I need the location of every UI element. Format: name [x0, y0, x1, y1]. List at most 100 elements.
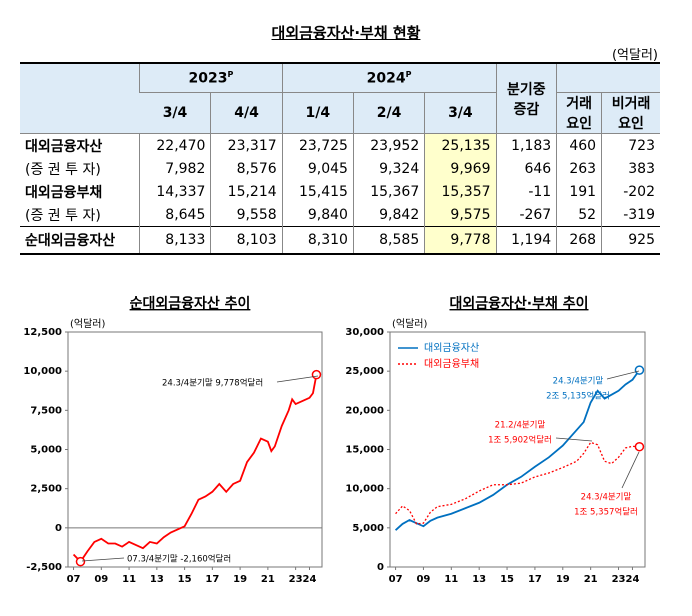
table-cell: 25,135 [424, 133, 497, 157]
annotation-arrow [555, 437, 593, 442]
cell-text: 9,324 [379, 160, 420, 177]
end-marker [634, 441, 645, 452]
table-row: 대외금융부채 14,337 15,214 15,415 15,367 15,357 -11 1… [20, 180, 660, 203]
end-marker [634, 365, 645, 375]
table-row: (증 권 투 자) 8,645 9,558 9,840 9,842 9,575 -267 52… [20, 203, 660, 227]
table-cell: 191 [556, 180, 602, 203]
cell-text: 23,952 [370, 137, 420, 154]
table-cell: -202 [601, 180, 660, 203]
annotation: 24.3/4분기말 9,778억달러 [162, 378, 263, 389]
table-cell [556, 62, 660, 93]
annotation: 24.3/4분기말 [581, 492, 632, 503]
table-cell: 723 [601, 133, 660, 157]
annotation: 21.2/4분기말 [495, 420, 546, 431]
cell-text: 1,194 [511, 232, 552, 248]
table-cell: 8,576 [210, 157, 283, 180]
table-cell: 15,415 [281, 180, 354, 203]
cell-text: 8,103 [236, 232, 277, 248]
table-cell: 2024P [281, 62, 497, 93]
table-cell: 3/4 [424, 92, 497, 134]
legend-label: 대외금융자산 [424, 342, 479, 354]
cell-text: 비거래 [611, 96, 651, 112]
table-cell: 23,952 [352, 133, 425, 157]
table-cell: 383 [601, 157, 660, 180]
table-title: 대외금융자산·부채 현황 [271, 24, 421, 42]
chart-title: 대외금융자산·부채 추이 [450, 295, 589, 312]
x-tick-label: 15 [500, 574, 514, 585]
x-tick-label: 11 [122, 574, 136, 585]
table-cell: 14,337 [139, 180, 211, 203]
cell-text: 1/4 [305, 105, 331, 121]
cell-text: 925 [628, 232, 655, 248]
annotation: 24.3/4분기말 [553, 376, 604, 387]
x-tick-label: 09 [94, 574, 108, 585]
table-cell: 925 [601, 226, 660, 255]
x-tick-label: 24 [303, 574, 317, 585]
table-cell: 대외금융부채 [20, 180, 140, 203]
y-tick-label: 30,000 [345, 327, 384, 338]
x-tick-label: 19 [556, 574, 570, 585]
cell-text: 9,969 [450, 160, 491, 177]
cell-text: -319 [623, 206, 655, 223]
x-tick-label: 11 [444, 574, 458, 585]
table-cell: 8,645 [139, 203, 211, 227]
table-cell: 460 [556, 133, 602, 157]
table-cell: 646 [495, 157, 557, 180]
cell-text: 9,575 [450, 206, 491, 223]
y-tick-label: 5,000 [30, 445, 62, 456]
chart-title: 순대외금융자산 추이 [130, 295, 251, 312]
cell-text: P [227, 69, 234, 79]
cell-text: -202 [623, 183, 655, 200]
table-cell: 8,585 [352, 226, 425, 255]
annotation-arrow [276, 375, 319, 383]
end-marker [311, 369, 322, 380]
cell-text: 8,576 [236, 160, 277, 177]
cell-text: 8,133 [165, 232, 206, 248]
x-tick-label: 07 [389, 574, 403, 585]
cell-text: 8,310 [307, 232, 348, 248]
cell-text: 요인 [618, 116, 644, 132]
x-tick-label: 24 [625, 574, 639, 585]
cell-text: 3/4 [162, 105, 188, 121]
cell-text: 383 [628, 160, 655, 177]
x-tick-label: 21 [261, 574, 275, 585]
data-line [394, 369, 641, 531]
annotation-arrow [621, 451, 640, 489]
cell-text: 268 [569, 232, 597, 248]
cell-text: 7,982 [165, 160, 206, 177]
cell-text: 263 [569, 160, 597, 177]
table-row: 순대외금융자산 8,133 8,103 8,310 8,585 9,778 1,194 268… [20, 226, 660, 255]
y-tick-label: 12,500 [23, 327, 62, 338]
table-cell: -11 [495, 180, 557, 203]
table-cell: -267 [495, 203, 557, 227]
y-tick-label: 7,500 [30, 405, 62, 416]
table-cell: 268 [556, 226, 602, 255]
annotation-arrow [606, 370, 640, 380]
cell-text: 증감 [513, 101, 540, 118]
y-tick-label: 2,500 [30, 484, 62, 495]
y-tick-label: 0 [55, 523, 62, 534]
table-cell: 9,842 [352, 203, 425, 227]
table-cell: 순대외금융자산 [20, 226, 140, 255]
y-tick-label: 10,000 [345, 484, 384, 495]
table-cell: 7,982 [139, 157, 211, 180]
x-tick-label: 17 [205, 574, 219, 585]
cell-text: 15,214 [227, 183, 277, 200]
cell-text: 대외금융자산 [25, 138, 103, 155]
table-cell: 15,214 [210, 180, 283, 203]
table-cell: 1,194 [495, 226, 557, 255]
table-cell: 263 [556, 157, 602, 180]
x-tick-label: 13 [150, 574, 164, 585]
cell-text: 14,337 [156, 183, 206, 200]
table-cell: 9,324 [352, 157, 425, 180]
table-cell: 22,470 [139, 133, 211, 157]
y-tick-label: 20,000 [345, 405, 384, 416]
min-marker [75, 556, 86, 567]
y-tick-label: 0 [377, 562, 384, 573]
data-line [72, 374, 318, 564]
table-row: (증 권 투 자) 7,982 8,576 9,045 9,324 9,969 646 263… [20, 157, 660, 180]
table-cell: 23,317 [210, 133, 283, 157]
